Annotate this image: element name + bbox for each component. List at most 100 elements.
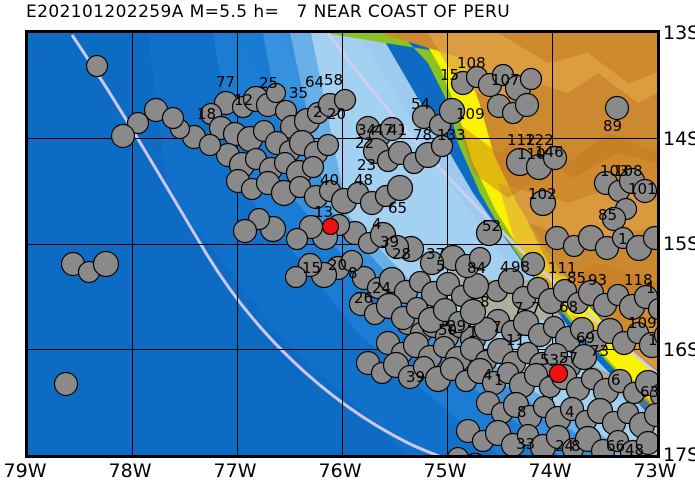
depth-label: 123 <box>648 331 657 349</box>
depth-label: 24 <box>372 279 392 297</box>
depth-label: 7 <box>514 299 524 317</box>
beachball-symbol <box>333 88 357 116</box>
beachball-symbol <box>316 133 340 161</box>
y-tick-16s: 16S <box>663 339 695 361</box>
beachball-symbol <box>634 369 657 401</box>
depth-label: 52 <box>482 217 502 235</box>
beachball-symbol <box>110 123 136 153</box>
beachball-symbol <box>647 297 657 325</box>
beachball-symbol <box>446 446 470 455</box>
depth-label: 57 <box>559 349 579 367</box>
beachball-symbol <box>161 106 185 134</box>
x-tick-77w: 77W <box>213 460 257 482</box>
depth-label: 4 <box>372 215 382 233</box>
depth-label: 53 <box>540 351 560 369</box>
beachball-symbol <box>379 116 405 146</box>
depth-label: 85 <box>567 269 587 287</box>
beachball-symbol <box>317 92 343 122</box>
depth-label: 35 <box>289 84 309 102</box>
depth-label: 8 <box>517 403 527 421</box>
beachball-symbol <box>643 402 657 432</box>
beachball-symbol <box>274 99 298 127</box>
depth-label: 8 <box>480 293 490 311</box>
beachball-symbol <box>384 234 410 264</box>
beachball-symbol <box>635 430 657 455</box>
focal-mechanism-layer: 77 12 18 25 35 64 58 2 20 22 23 40 13 15 20 8 24 26 39 28 37… <box>28 33 657 455</box>
depth-label: 4 <box>565 403 575 421</box>
beachball-symbol <box>468 246 492 274</box>
depth-label: 8 <box>571 437 581 455</box>
beachball-symbol <box>301 155 325 183</box>
beachball-symbol <box>459 298 487 330</box>
x-tick-73w: 73W <box>633 460 677 482</box>
depth-label: 66 <box>656 385 657 400</box>
depth-label: 133 <box>437 126 466 144</box>
depth-label: 146 <box>535 143 564 161</box>
depth-label: 4 <box>500 258 510 276</box>
depth-label: 84 <box>467 259 487 277</box>
depth-label: 1015 <box>628 180 657 198</box>
depth-label: 28 <box>392 245 412 263</box>
depth-label: 117 <box>646 279 657 297</box>
depth-label: 18 <box>197 105 217 123</box>
depth-label: 13 <box>314 203 334 221</box>
beachball-symbol <box>386 174 414 206</box>
depth-label: 68 <box>559 298 579 316</box>
depth-label: 69 <box>576 329 596 347</box>
y-tick-14s: 14S <box>663 128 695 150</box>
beachball-symbol <box>462 452 488 455</box>
x-tick-79w: 79W <box>3 460 47 482</box>
main-event-beachball <box>321 217 340 240</box>
beachball-symbol <box>497 267 525 299</box>
depth-label: 11 <box>506 331 526 349</box>
depth-label: 54 <box>411 95 431 113</box>
depth-label: 65 <box>388 199 408 217</box>
depth-label: 15 <box>440 66 460 84</box>
graticule-hline-14s <box>28 138 657 139</box>
depth-label: 1 <box>494 371 504 389</box>
beachball-symbol <box>514 92 540 122</box>
beachball-symbol <box>430 134 454 162</box>
depth-label: 102 <box>528 185 557 203</box>
beachball-symbol <box>475 219 503 251</box>
depth-label: 77 <box>216 73 236 91</box>
x-tick-75w: 75W <box>423 460 467 482</box>
beachball-symbol <box>562 234 586 262</box>
beachball-symbol <box>85 54 109 82</box>
depth-label: 64 <box>305 73 325 91</box>
depth-label: 7 <box>531 299 541 317</box>
depth-label: 66 <box>606 437 626 455</box>
depth-label: 2 <box>313 103 323 121</box>
beachball-symbol <box>53 371 79 401</box>
beachball-symbol <box>232 218 258 248</box>
depth-label: 118 <box>624 271 653 289</box>
beachball-symbol <box>462 272 490 304</box>
depth-label: 34 <box>357 121 377 139</box>
x-tick-76w: 76W <box>318 460 362 482</box>
depth-label: 26 <box>354 289 374 307</box>
depth-label: 24 <box>555 437 575 455</box>
figure-title: E202101202259A M=5.5 h= 7 NEAR COAST OF … <box>26 2 511 22</box>
x-tick-74w: 74W <box>528 460 572 482</box>
depth-label: 63 <box>640 383 657 401</box>
map-canvas: 77 12 18 25 35 64 58 2 20 22 23 40 13 15 20 8 24 26 39 28 37… <box>28 33 657 455</box>
depth-label: 78 <box>413 126 433 144</box>
beachball-symbol <box>529 189 557 221</box>
beachball-symbol <box>411 104 437 134</box>
beachball-symbol <box>198 133 222 161</box>
depth-label: 20 <box>327 105 347 123</box>
depth-label: 39 <box>380 233 400 251</box>
depth-label: 6 <box>611 371 621 389</box>
depth-label: 8 <box>348 264 358 282</box>
depth-label: 48 <box>354 171 374 189</box>
depth-label: 7 <box>492 318 502 336</box>
depth-label: 109 <box>456 105 485 123</box>
beachball-symbol <box>298 214 324 244</box>
beachball-symbol <box>642 225 657 255</box>
graticule-hline-16s <box>28 349 657 350</box>
depth-label: 1 <box>618 230 628 248</box>
y-tick-15s: 15S <box>663 233 695 255</box>
depth-label: 47 <box>374 121 394 139</box>
depth-label: 33 <box>516 435 536 453</box>
